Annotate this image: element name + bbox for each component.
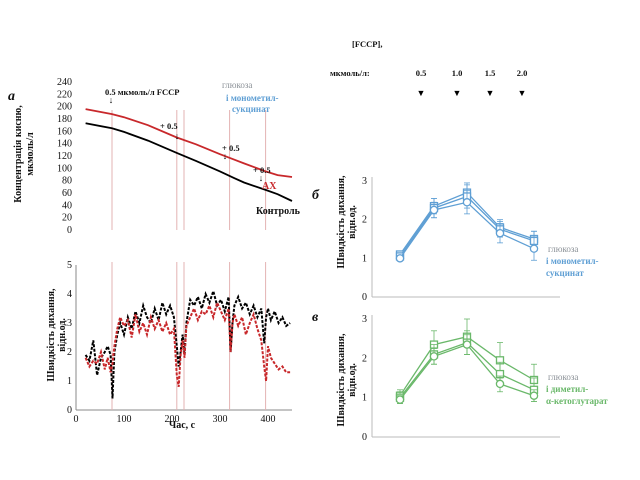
panel-label-b: б xyxy=(312,188,320,203)
green-dose-response-chart: Швидкість дихання, відн.од. 0 1 2 3 глюкоза… xyxy=(336,314,608,443)
data-point xyxy=(429,205,439,215)
data-point xyxy=(529,244,539,253)
arrow-down-icon: ↓ xyxy=(175,131,180,141)
y-tick-label: 20 xyxy=(62,213,72,224)
legend-line3: сукцинат xyxy=(232,104,270,114)
oxygen-y-axis-label-line1: Концентрація кисню, xyxy=(13,105,24,203)
trace-y-axis-label-line2: відн.од. xyxy=(57,318,68,352)
x-tick-label: 200 xyxy=(165,414,180,425)
legend-line2: і диметил- xyxy=(546,384,588,394)
y-tick-label: 0 xyxy=(362,292,367,303)
arrow-down-icon: ↓ xyxy=(259,173,264,183)
y-tick-label: 2 xyxy=(362,353,367,364)
legend-line1: глюкоза xyxy=(548,372,578,382)
y-tick-label: 60 xyxy=(62,188,72,199)
y-tick-label: 100 xyxy=(57,163,72,174)
y-tick-label: 240 xyxy=(57,77,72,88)
v-y-axis-label-line1: Швидкість дихання, xyxy=(336,333,347,427)
oxygen-y-axis-label-line2: мкмоль/л xyxy=(25,132,36,176)
b-y-axis-label-line2: відн.од. xyxy=(347,205,358,239)
legend-line1: глюкоза xyxy=(222,80,252,90)
data-point xyxy=(395,395,405,404)
y-tick-label: 160 xyxy=(57,126,72,137)
data-point xyxy=(429,352,439,361)
legend-line3: α-кетоглутарат xyxy=(546,396,608,406)
legend-line3: сукцинат xyxy=(546,268,584,278)
fccp-annotation: + 0.5 xyxy=(160,121,178,131)
arrow-down-icon: ▼ xyxy=(453,88,462,98)
fccp-annotation: + 0.5 xyxy=(253,165,271,175)
oxygen-series-line xyxy=(85,108,293,178)
arrow-down-icon: ↓ xyxy=(223,151,228,161)
fccp-header: [FCCP], мкмоль/л: 0.5 1.0 1.5 2.0 ▼ ▼ ▼ … xyxy=(330,39,527,98)
y-tick-label: 1 xyxy=(67,376,72,387)
y-tick-label: 5 xyxy=(67,260,72,271)
y-tick-label: 1 xyxy=(362,253,367,264)
y-tick-label: 3 xyxy=(362,314,367,325)
legend-line2: і монометил- xyxy=(546,256,599,266)
respiration-trace-chart: Швидкість дихання, відн.од. 0 1 2 3 4 5 0 100 20… xyxy=(46,260,292,431)
y-tick-label: 3 xyxy=(362,176,367,187)
panel-label-v: в xyxy=(312,310,319,325)
y-tick-label: 2 xyxy=(362,215,367,226)
trace-y-axis-label-line1: Швидкість дихання, xyxy=(46,288,57,382)
y-tick-label: 140 xyxy=(57,139,72,150)
y-tick-label: 0 xyxy=(67,225,72,236)
y-tick-label: 40 xyxy=(62,200,72,211)
data-point xyxy=(495,379,505,389)
fccp-annotation: + 0.5 xyxy=(222,143,240,153)
series-label-ax: АХ xyxy=(262,181,277,192)
y-tick-label: 1 xyxy=(362,393,367,404)
y-tick-label: 4 xyxy=(67,289,72,300)
x-tick-label: 400 xyxy=(261,414,276,425)
fccp-header-line2: мкмоль/л: xyxy=(330,68,370,78)
y-tick-label: 200 xyxy=(57,102,72,113)
v-y-axis-label-line2: відн.од. xyxy=(347,363,358,397)
data-point xyxy=(395,254,405,263)
series-label-control: Контроль xyxy=(256,206,301,217)
x-tick-label: 100 xyxy=(117,414,132,425)
legend-line1: глюкоза xyxy=(548,244,578,254)
legend-line2: і монометил- xyxy=(226,93,279,103)
x-tick-label: 0 xyxy=(74,414,79,425)
x-tick-label: 300 xyxy=(213,414,228,425)
data-point xyxy=(462,198,472,207)
arrow-down-icon: ▼ xyxy=(486,88,495,98)
data-point xyxy=(495,228,505,238)
y-tick-label: 120 xyxy=(57,151,72,162)
data-point xyxy=(462,340,472,349)
respiration-trace-line xyxy=(84,287,291,399)
y-tick-label: 0 xyxy=(362,432,367,443)
y-tick-label: 220 xyxy=(57,89,72,100)
fccp-dose: 0.5 xyxy=(416,68,427,78)
arrow-down-icon: ▼ xyxy=(417,88,426,98)
b-y-axis-label-line1: Швидкість дихання, xyxy=(336,175,347,269)
panel-label-a: а xyxy=(8,89,15,104)
fccp-dose: 1.5 xyxy=(485,68,496,78)
y-tick-label: 3 xyxy=(67,318,72,329)
fccp-dose: 2.0 xyxy=(517,68,528,78)
y-tick-label: 0 xyxy=(67,405,72,416)
y-tick-label: 80 xyxy=(62,176,72,187)
fccp-dose: 1.0 xyxy=(452,68,463,78)
data-point xyxy=(529,391,539,400)
arrow-down-icon: ▼ xyxy=(518,88,527,98)
oxygen-series-line xyxy=(85,122,293,202)
y-tick-label: 2 xyxy=(67,347,72,358)
fccp-header-line1: [FCCP], xyxy=(352,39,382,49)
blue-dose-response-chart: Швидкість дихання, відн.од. 0 1 2 3 глюкоза… xyxy=(336,175,599,303)
y-tick-label: 180 xyxy=(57,114,72,125)
trace-x-axis-label: Час, с xyxy=(169,420,196,431)
fccp-annotation: 0.5 мкмоль/л FCCP xyxy=(105,87,179,97)
respiration-trace-line xyxy=(84,299,291,387)
arrow-down-icon: ↓ xyxy=(109,95,114,105)
